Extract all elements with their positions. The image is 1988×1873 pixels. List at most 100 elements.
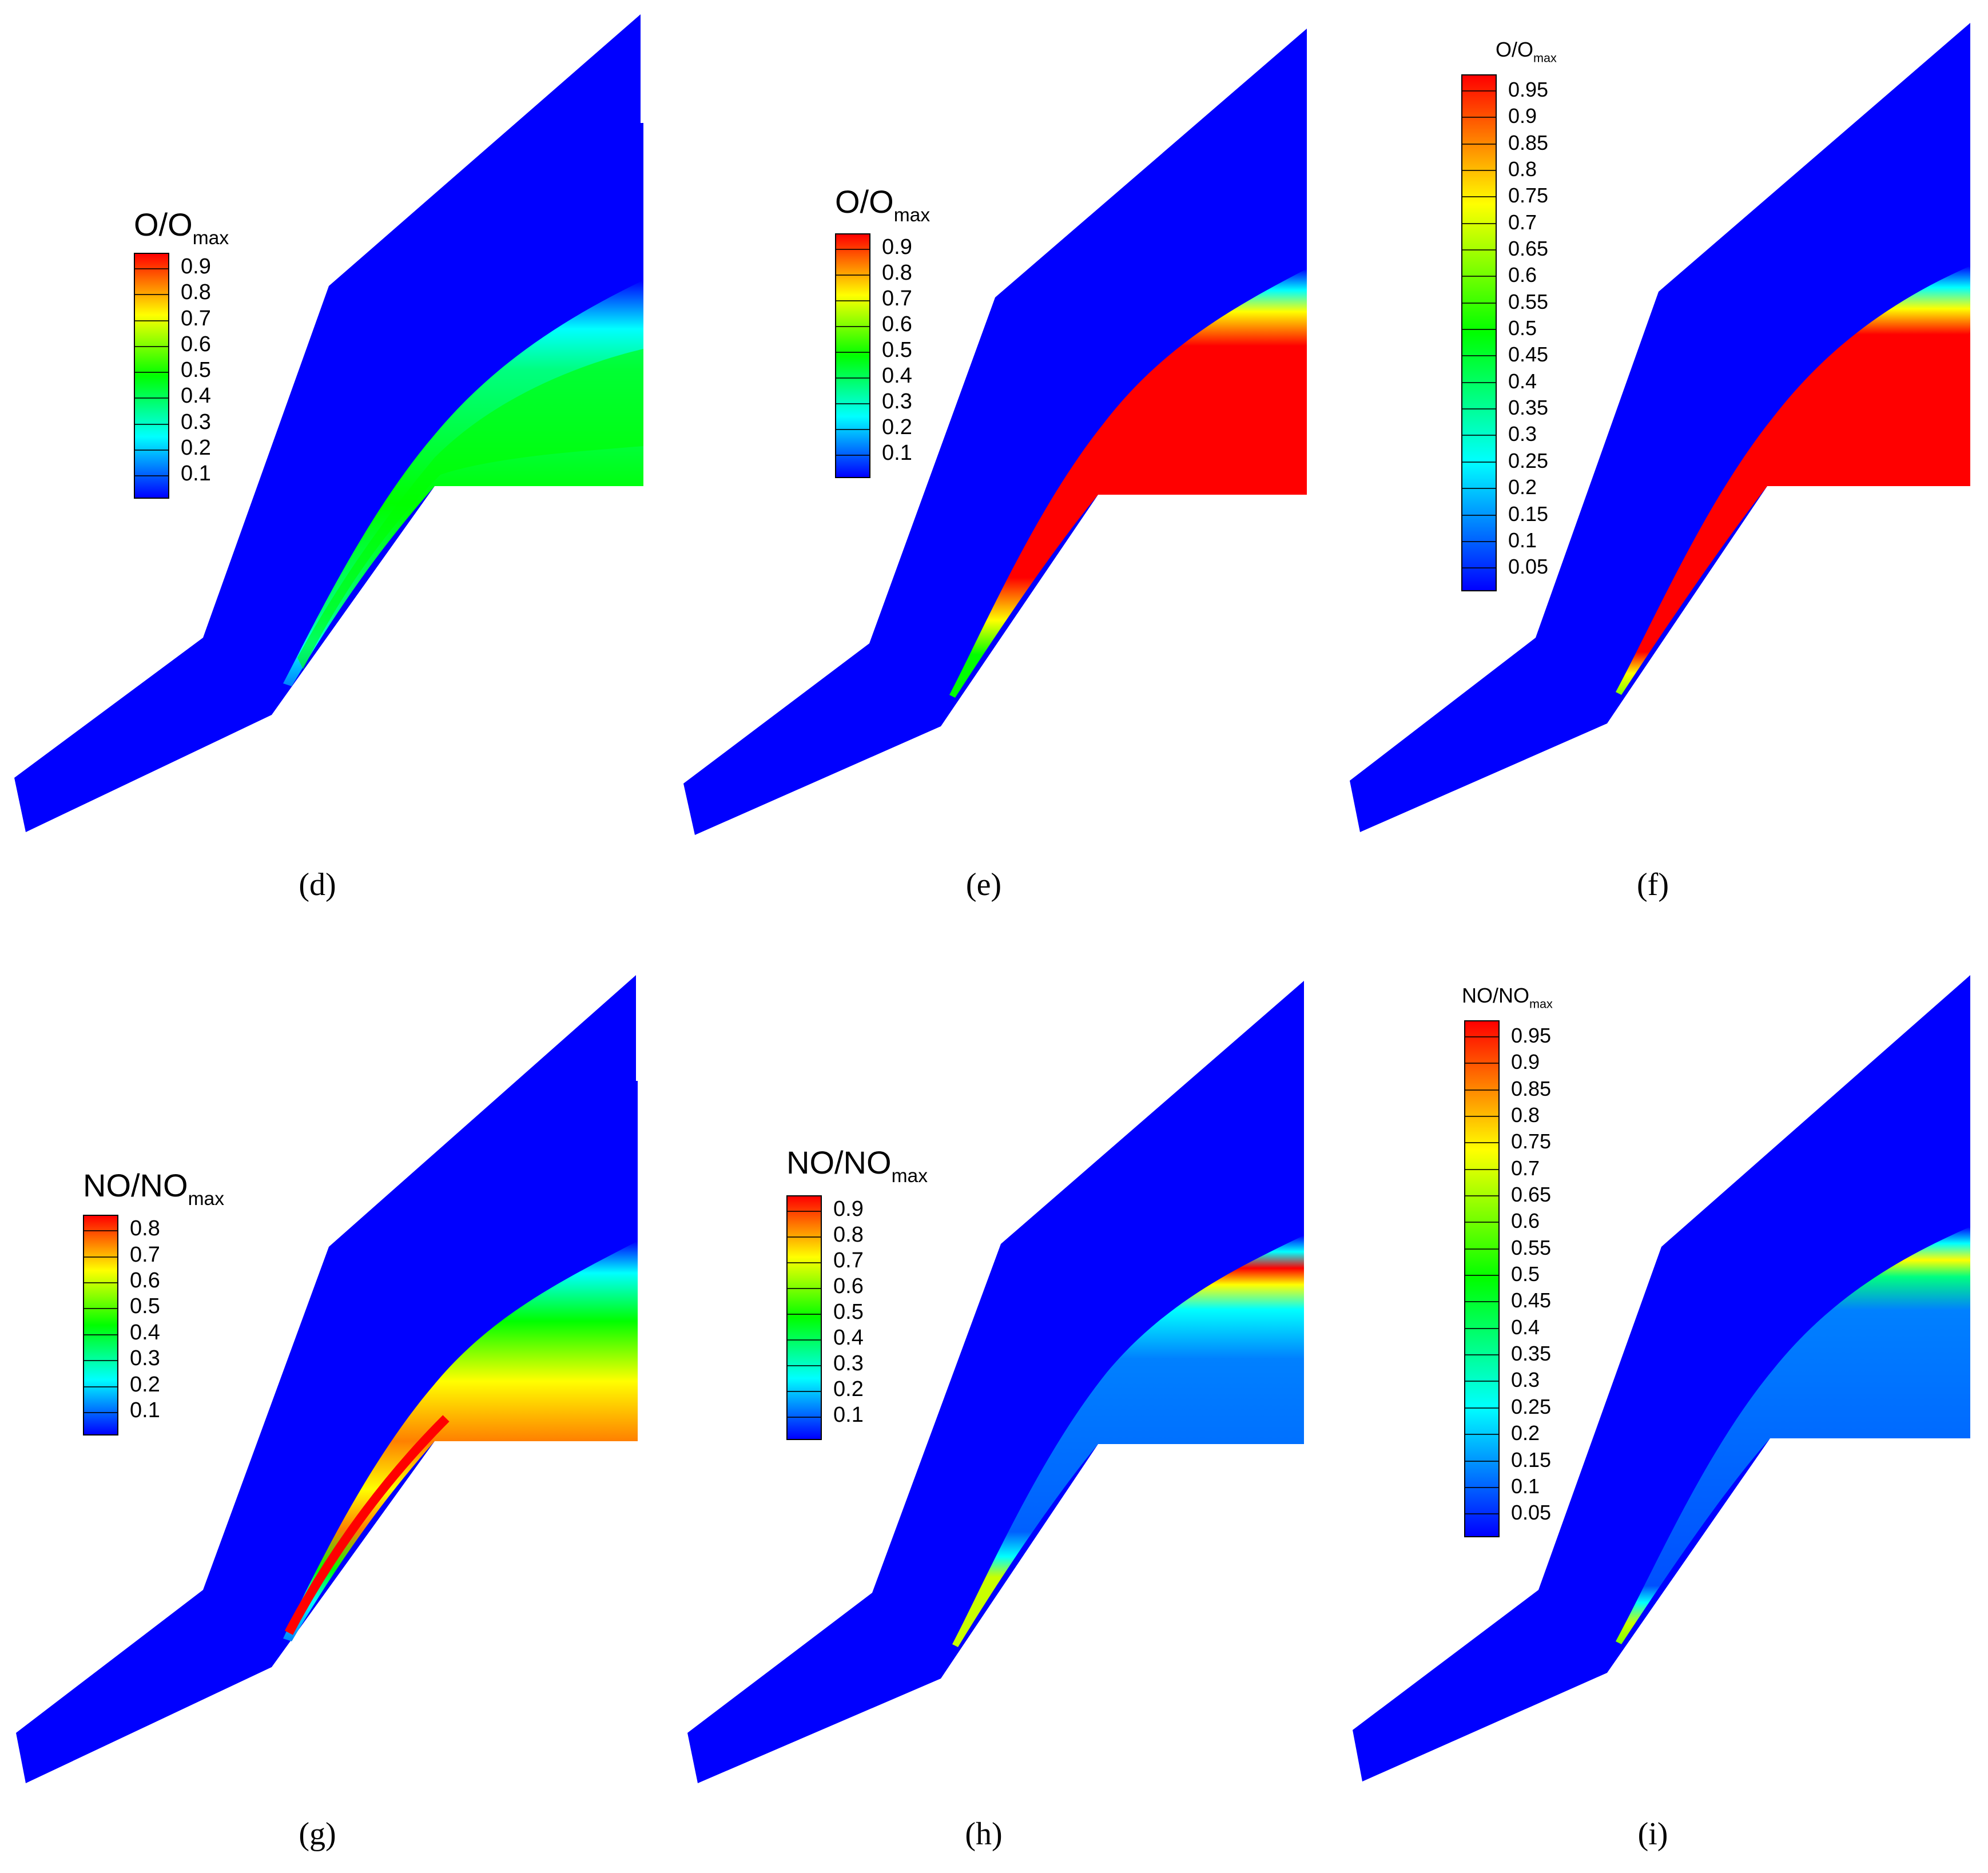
tick-mark xyxy=(1464,1354,1500,1356)
tick-label: 0.5 xyxy=(882,338,912,363)
tick-mark xyxy=(1461,381,1497,383)
tick-mark xyxy=(1464,1381,1500,1382)
tick-mark xyxy=(835,249,870,250)
tick-mark xyxy=(83,1412,118,1414)
tick-label: 0.6 xyxy=(1511,1209,1540,1233)
tick-mark xyxy=(83,1360,118,1362)
tick-label: 0.1 xyxy=(1511,1474,1540,1498)
legend-title: O/Omax xyxy=(1496,38,1557,65)
tick-label: 0.45 xyxy=(1508,343,1549,367)
tick-mark xyxy=(1464,1195,1500,1196)
tick-label: 0.1 xyxy=(181,462,211,486)
contour-plot-i xyxy=(1353,975,1970,1781)
tick-mark xyxy=(786,1391,822,1393)
tick-mark xyxy=(1464,1486,1500,1488)
tick-label: 0.8 xyxy=(181,280,211,305)
tick-label: 0.4 xyxy=(1511,1315,1540,1339)
tick-mark xyxy=(1464,1434,1500,1435)
tick-label: 0.8 xyxy=(130,1216,160,1241)
tick-label: 0.5 xyxy=(1508,316,1537,340)
flow-band xyxy=(952,1235,1304,1647)
tick-label: 0.2 xyxy=(833,1377,864,1402)
tick-mark xyxy=(83,1282,118,1284)
tick-label: 0.95 xyxy=(1508,77,1549,101)
tick-label: 0.7 xyxy=(833,1248,864,1273)
tick-label: 0.4 xyxy=(882,364,912,388)
tick-label: 0.2 xyxy=(882,415,912,440)
tick-mark xyxy=(134,372,169,373)
tick-mark xyxy=(786,1211,822,1212)
panel-f: O/Omax 0.95 0.9 0.85 0.8 0.75 0.7 0.65 0.6 0.55 0… xyxy=(1327,0,1988,926)
tick-label: 0.55 xyxy=(1508,289,1549,313)
color-bar xyxy=(1461,74,1497,591)
tick-label: 0.5 xyxy=(833,1300,864,1325)
domain-shape xyxy=(14,14,643,832)
color-bar xyxy=(1464,1020,1500,1537)
tick-label: 0.9 xyxy=(833,1197,864,1222)
tick-mark xyxy=(1461,514,1497,516)
domain-shape xyxy=(1350,23,1970,832)
domain-shape xyxy=(16,975,638,1783)
tick-label: 0.65 xyxy=(1508,236,1549,260)
tick-mark xyxy=(1461,408,1497,410)
legend-title: O/Omax xyxy=(835,184,931,226)
legend-title: NO/NOmax xyxy=(786,1144,928,1187)
tick-label: 0.8 xyxy=(882,261,912,285)
tick-mark xyxy=(1461,249,1497,250)
tick-label: 0.2 xyxy=(130,1372,160,1397)
panel-caption: (f) xyxy=(1637,867,1669,902)
color-bar xyxy=(134,253,169,499)
tick-label: 0.4 xyxy=(1508,369,1537,393)
tick-mark xyxy=(1461,567,1497,569)
tick-mark xyxy=(1461,222,1497,224)
tick-mark xyxy=(1461,540,1497,542)
tick-label: 0.15 xyxy=(1511,1448,1552,1472)
tick-label: 0.8 xyxy=(833,1223,864,1247)
flow-band xyxy=(1616,266,1970,695)
tick-mark xyxy=(1461,276,1497,277)
tick-mark xyxy=(134,268,169,270)
tick-mark xyxy=(835,300,870,302)
tick-label: 0.8 xyxy=(1511,1103,1540,1127)
tick-label: 0.35 xyxy=(1508,396,1549,420)
tick-label: 0.3 xyxy=(1511,1368,1540,1392)
tick-mark xyxy=(83,1308,118,1310)
tick-mark xyxy=(835,377,870,379)
tick-label: 0.1 xyxy=(130,1398,160,1423)
tick-mark xyxy=(1461,169,1497,171)
tick-label: 0.4 xyxy=(833,1326,864,1350)
tick-label: 0.4 xyxy=(181,384,211,408)
legend-title: O/Omax xyxy=(134,206,229,249)
panel-caption: (h) xyxy=(965,1816,1003,1852)
tick-mark xyxy=(134,475,169,477)
tick-mark xyxy=(1464,1168,1500,1170)
panel-caption: (i) xyxy=(1637,1816,1668,1852)
tick-label: 0.7 xyxy=(1511,1156,1540,1180)
color-bar xyxy=(83,1215,118,1435)
tick-label: 0.2 xyxy=(1511,1421,1540,1445)
tick-label: 0.15 xyxy=(1508,502,1549,526)
tick-mark xyxy=(1461,461,1497,463)
tick-label: 0.25 xyxy=(1511,1394,1552,1418)
tick-label: 0.45 xyxy=(1511,1289,1552,1313)
panel-i: NO/NOmax 0.95 0.9 0.85 0.8 0.75 0.7 0.65 0.6 0.5… xyxy=(1327,949,1988,1873)
tick-mark xyxy=(786,1365,822,1367)
tick-mark xyxy=(1464,1275,1500,1276)
tick-mark xyxy=(1464,1036,1500,1037)
legend-title: NO/NOmax xyxy=(83,1167,224,1210)
tick-label: 0.35 xyxy=(1511,1342,1552,1366)
tick-mark xyxy=(1464,1460,1500,1462)
tick-label: 0.3 xyxy=(181,409,211,434)
tick-mark xyxy=(1464,1248,1500,1250)
tick-label: 0.95 xyxy=(1511,1023,1552,1047)
tick-label: 0.7 xyxy=(181,306,211,331)
tick-label: 0.4 xyxy=(130,1320,160,1345)
tick-label: 0.75 xyxy=(1511,1130,1552,1154)
tick-label: 0.7 xyxy=(130,1242,160,1267)
tick-label: 0.5 xyxy=(1511,1262,1540,1286)
panel-caption: (e) xyxy=(965,867,1002,902)
flow-band xyxy=(1616,1227,1970,1644)
tick-mark xyxy=(1461,435,1497,436)
flow-core-red xyxy=(284,1415,450,1635)
panel-d: O/Omax 0.9 0.8 0.7 0.6 0.5 0.4 0.3 0.2 0.1 (d) xyxy=(0,0,663,926)
